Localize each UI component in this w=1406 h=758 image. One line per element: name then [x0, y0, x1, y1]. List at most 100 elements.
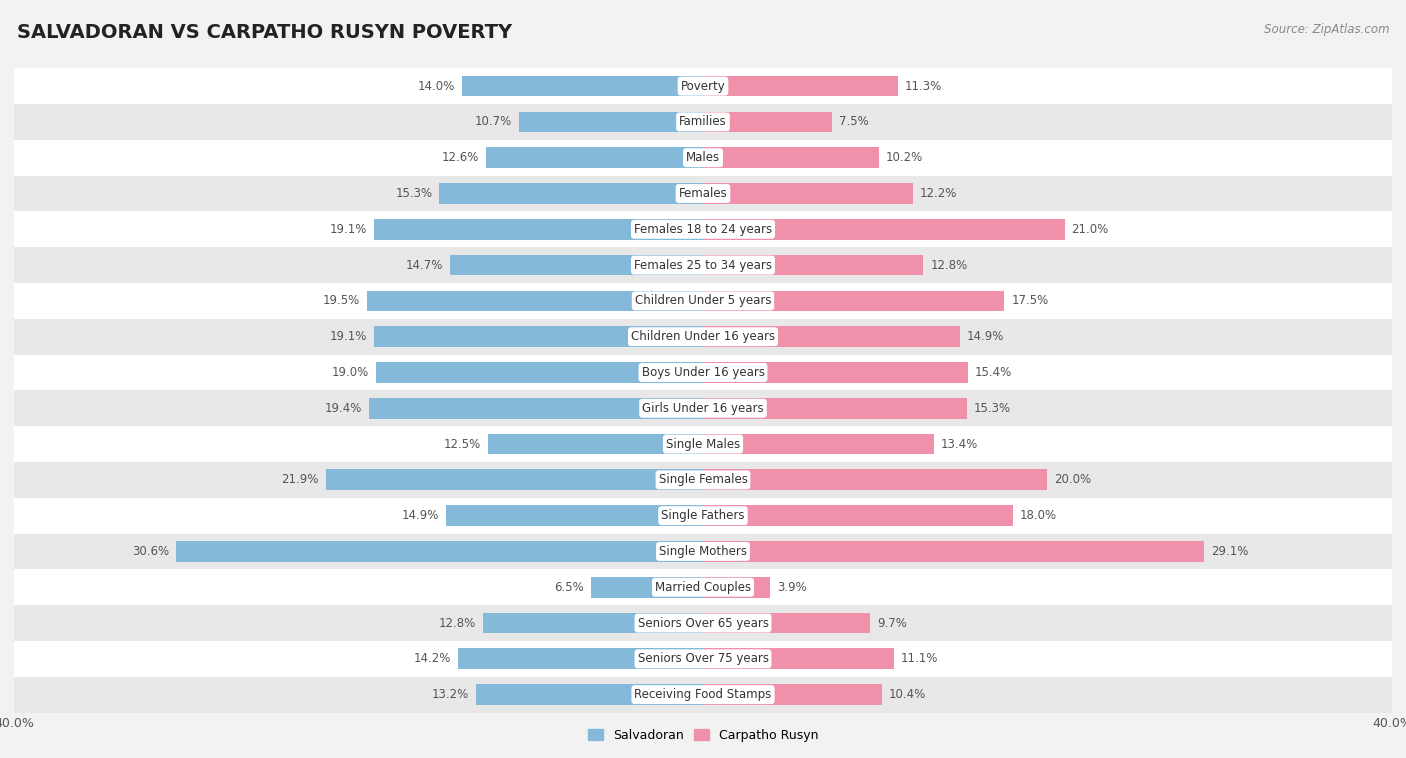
Text: 14.9%: 14.9% [966, 330, 1004, 343]
Text: Poverty: Poverty [681, 80, 725, 92]
Bar [703, 612, 870, 634]
Bar [176, 541, 703, 562]
Bar [14, 104, 1392, 139]
Text: Children Under 16 years: Children Under 16 years [631, 330, 775, 343]
Bar [703, 111, 832, 133]
Text: 19.0%: 19.0% [332, 366, 368, 379]
Text: 21.0%: 21.0% [1071, 223, 1109, 236]
Bar [486, 147, 703, 168]
Text: 11.1%: 11.1% [901, 653, 938, 666]
Bar [14, 283, 1392, 319]
Text: 18.0%: 18.0% [1019, 509, 1057, 522]
Bar [703, 183, 912, 204]
Text: Girls Under 16 years: Girls Under 16 years [643, 402, 763, 415]
Bar [703, 577, 770, 597]
Text: 14.7%: 14.7% [405, 258, 443, 271]
Bar [446, 506, 703, 526]
Text: 14.0%: 14.0% [418, 80, 456, 92]
Text: 12.6%: 12.6% [441, 151, 479, 164]
Text: Children Under 5 years: Children Under 5 years [634, 294, 772, 308]
Text: 19.5%: 19.5% [323, 294, 360, 308]
Text: 7.5%: 7.5% [839, 115, 869, 128]
Text: 29.1%: 29.1% [1211, 545, 1249, 558]
Bar [14, 677, 1392, 713]
Bar [461, 76, 703, 96]
Text: 30.6%: 30.6% [132, 545, 169, 558]
Bar [368, 398, 703, 418]
Bar [14, 569, 1392, 605]
Text: 13.2%: 13.2% [432, 688, 468, 701]
Bar [458, 648, 703, 669]
Text: 19.4%: 19.4% [325, 402, 361, 415]
Text: Females 25 to 34 years: Females 25 to 34 years [634, 258, 772, 271]
Bar [14, 319, 1392, 355]
Text: Females: Females [679, 187, 727, 200]
Bar [703, 469, 1047, 490]
Text: Source: ZipAtlas.com: Source: ZipAtlas.com [1264, 23, 1389, 36]
Bar [14, 462, 1392, 498]
Bar [482, 612, 703, 634]
Bar [14, 247, 1392, 283]
Text: Receiving Food Stamps: Receiving Food Stamps [634, 688, 772, 701]
Bar [591, 577, 703, 597]
Bar [519, 111, 703, 133]
Text: Seniors Over 65 years: Seniors Over 65 years [637, 616, 769, 630]
Text: Females 18 to 24 years: Females 18 to 24 years [634, 223, 772, 236]
Bar [14, 498, 1392, 534]
Bar [703, 541, 1204, 562]
Bar [14, 176, 1392, 211]
Text: 14.9%: 14.9% [402, 509, 440, 522]
Text: 11.3%: 11.3% [904, 80, 942, 92]
Text: 21.9%: 21.9% [281, 473, 319, 487]
Text: Married Couples: Married Couples [655, 581, 751, 594]
Bar [703, 398, 966, 418]
Bar [367, 290, 703, 312]
Bar [450, 255, 703, 275]
Bar [14, 211, 1392, 247]
Bar [14, 390, 1392, 426]
Text: 12.2%: 12.2% [920, 187, 957, 200]
Bar [375, 362, 703, 383]
Text: 15.3%: 15.3% [973, 402, 1011, 415]
Text: Single Mothers: Single Mothers [659, 545, 747, 558]
Text: 6.5%: 6.5% [554, 581, 583, 594]
Bar [703, 434, 934, 455]
Text: Single Fathers: Single Fathers [661, 509, 745, 522]
Bar [703, 648, 894, 669]
Bar [703, 326, 960, 347]
Text: 10.7%: 10.7% [475, 115, 512, 128]
Text: 10.4%: 10.4% [889, 688, 927, 701]
Text: 20.0%: 20.0% [1054, 473, 1091, 487]
Text: 12.8%: 12.8% [931, 258, 967, 271]
Text: 17.5%: 17.5% [1011, 294, 1049, 308]
Text: 10.2%: 10.2% [886, 151, 922, 164]
Bar [488, 434, 703, 455]
Text: 19.1%: 19.1% [330, 330, 367, 343]
Text: Seniors Over 75 years: Seniors Over 75 years [637, 653, 769, 666]
Bar [703, 290, 1004, 312]
Bar [14, 426, 1392, 462]
Text: 15.4%: 15.4% [976, 366, 1012, 379]
Text: 19.1%: 19.1% [330, 223, 367, 236]
Bar [14, 641, 1392, 677]
Text: 3.9%: 3.9% [778, 581, 807, 594]
Legend: Salvadoran, Carpatho Rusyn: Salvadoran, Carpatho Rusyn [588, 728, 818, 742]
Text: 14.2%: 14.2% [415, 653, 451, 666]
Bar [703, 147, 879, 168]
Bar [14, 139, 1392, 176]
Text: 15.3%: 15.3% [395, 187, 433, 200]
Text: Families: Families [679, 115, 727, 128]
Bar [703, 255, 924, 275]
Text: 12.8%: 12.8% [439, 616, 475, 630]
Text: Single Males: Single Males [666, 437, 740, 450]
Text: 9.7%: 9.7% [877, 616, 907, 630]
Text: 13.4%: 13.4% [941, 437, 979, 450]
Bar [703, 219, 1064, 240]
Bar [703, 506, 1012, 526]
Bar [440, 183, 703, 204]
Bar [14, 534, 1392, 569]
Bar [326, 469, 703, 490]
Bar [374, 326, 703, 347]
Text: Single Females: Single Females [658, 473, 748, 487]
Bar [374, 219, 703, 240]
